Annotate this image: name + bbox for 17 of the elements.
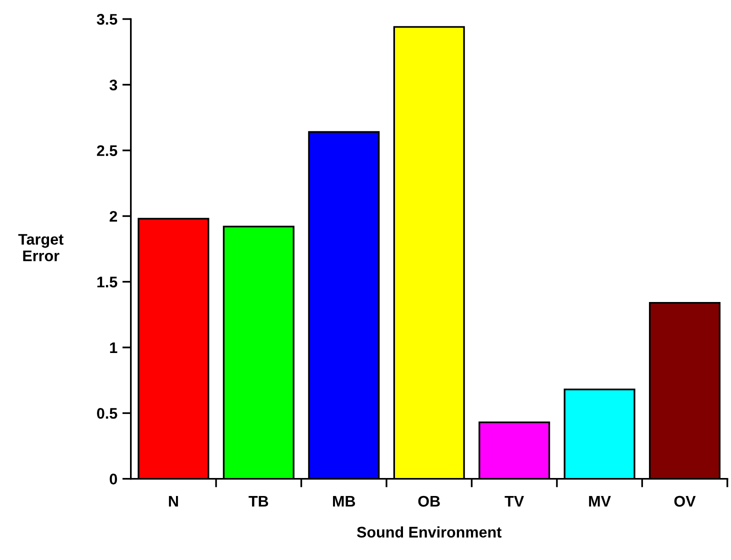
x-tick-label: TB — [248, 496, 268, 507]
x-tick-label: OV — [674, 496, 696, 507]
y-tick-label: 1 — [110, 342, 118, 353]
x-axis-title: Sound Environment — [356, 526, 502, 538]
x-tick-label: OB — [418, 496, 440, 507]
y-tick-label: 2.5 — [96, 145, 118, 156]
x-tick-label: MB — [333, 496, 356, 507]
y-tick-label: 3 — [110, 80, 118, 90]
y-tick-label: 1.5 — [97, 276, 118, 288]
y-tick-label: 0 — [110, 474, 118, 484]
x-tick-label: N — [168, 496, 178, 507]
x-tick-label: TV — [504, 496, 524, 507]
y-axis-title: Target Error — [18, 234, 64, 262]
y-tick-label: 3.5 — [96, 14, 118, 25]
y-tick-label: 2 — [110, 210, 118, 222]
x-tick-label: MV — [589, 496, 611, 507]
y-tick-label: 0.5 — [97, 408, 118, 419]
